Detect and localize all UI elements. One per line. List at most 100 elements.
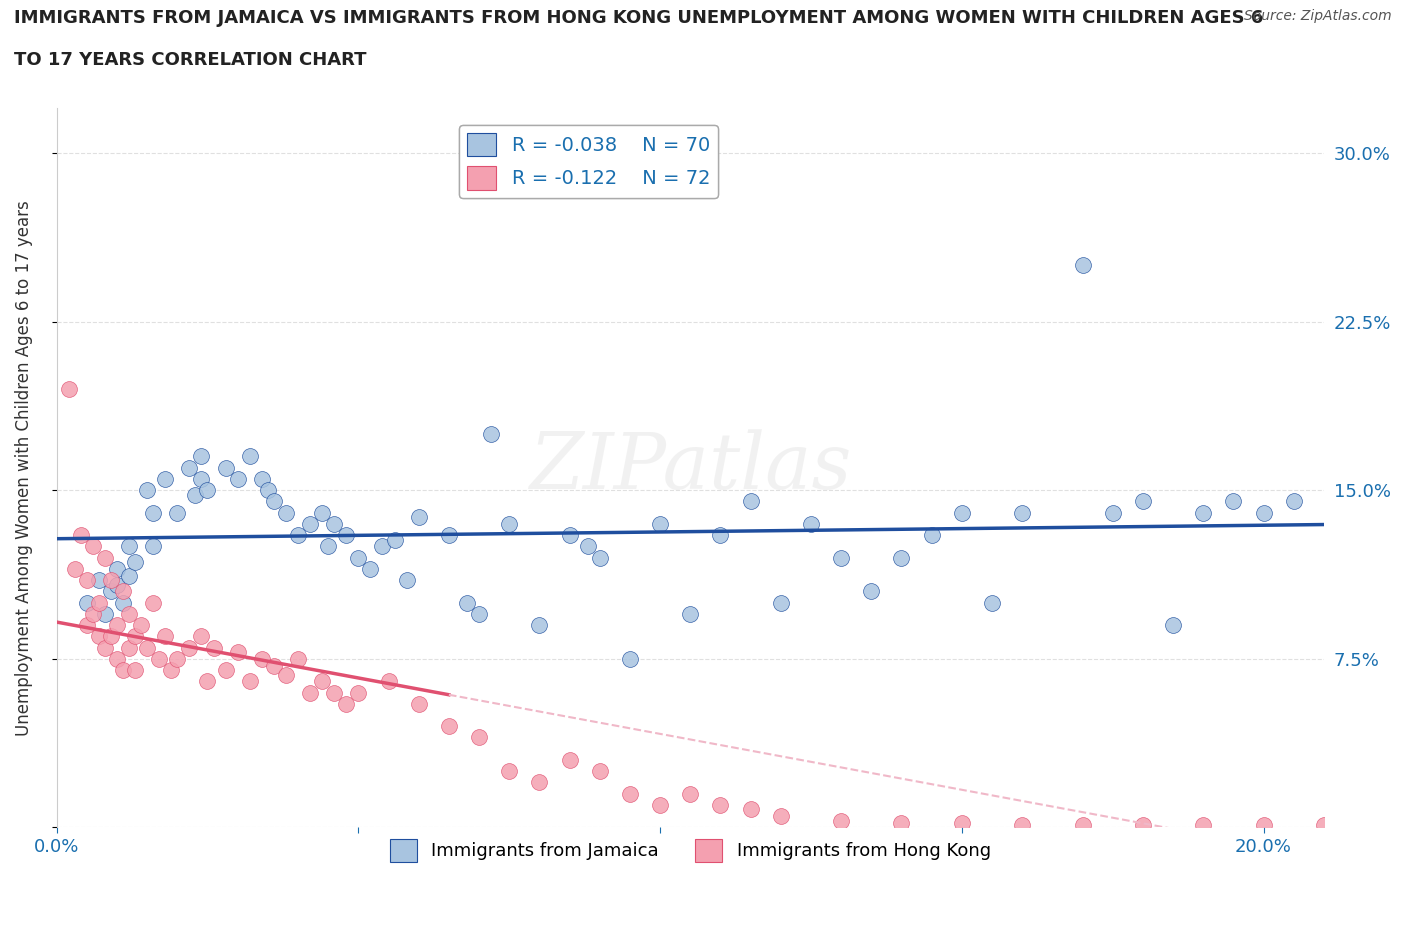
Point xyxy=(105,651,128,666)
Point xyxy=(558,752,581,767)
Point xyxy=(408,697,430,711)
Point xyxy=(155,629,177,644)
Point xyxy=(1161,618,1184,632)
Point xyxy=(311,505,333,520)
Point xyxy=(479,427,502,442)
Point xyxy=(184,487,207,502)
Point xyxy=(263,494,285,509)
Point xyxy=(82,606,104,621)
Point xyxy=(468,606,491,621)
Point xyxy=(214,662,236,677)
Point xyxy=(371,539,394,554)
Point xyxy=(1132,494,1154,509)
Point xyxy=(740,494,762,509)
Point xyxy=(619,786,641,801)
Point xyxy=(437,527,460,542)
Point xyxy=(124,662,146,677)
Point xyxy=(250,651,273,666)
Point xyxy=(950,505,973,520)
Point xyxy=(129,618,152,632)
Point xyxy=(256,483,278,498)
Point xyxy=(214,460,236,475)
Point xyxy=(619,651,641,666)
Point xyxy=(299,516,322,531)
Point xyxy=(335,527,357,542)
Point xyxy=(800,516,823,531)
Point xyxy=(830,551,852,565)
Point xyxy=(1132,817,1154,832)
Point xyxy=(190,472,212,486)
Point xyxy=(323,516,346,531)
Legend: Immigrants from Jamaica, Immigrants from Hong Kong: Immigrants from Jamaica, Immigrants from… xyxy=(382,832,998,869)
Point xyxy=(1071,817,1094,832)
Point xyxy=(58,381,80,396)
Point xyxy=(335,697,357,711)
Point xyxy=(111,662,134,677)
Point xyxy=(740,802,762,817)
Point xyxy=(1192,817,1215,832)
Point xyxy=(76,573,98,588)
Point xyxy=(709,798,731,813)
Point xyxy=(287,651,309,666)
Point xyxy=(111,584,134,599)
Point xyxy=(250,472,273,486)
Point xyxy=(1011,817,1033,832)
Point xyxy=(709,527,731,542)
Point xyxy=(226,472,249,486)
Point xyxy=(63,562,86,577)
Point xyxy=(118,640,141,655)
Point xyxy=(105,562,128,577)
Point xyxy=(558,527,581,542)
Point xyxy=(142,539,165,554)
Point xyxy=(274,505,297,520)
Point xyxy=(166,505,188,520)
Point xyxy=(1011,505,1033,520)
Point xyxy=(94,640,117,655)
Point xyxy=(118,606,141,621)
Point xyxy=(1071,258,1094,272)
Point xyxy=(769,595,792,610)
Point xyxy=(202,640,225,655)
Point xyxy=(76,595,98,610)
Point xyxy=(136,640,159,655)
Point xyxy=(1192,505,1215,520)
Point xyxy=(498,764,520,778)
Point xyxy=(437,719,460,734)
Point xyxy=(142,505,165,520)
Point xyxy=(87,595,110,610)
Point xyxy=(287,527,309,542)
Point xyxy=(142,595,165,610)
Point xyxy=(148,651,170,666)
Point xyxy=(1222,494,1244,509)
Point xyxy=(408,510,430,525)
Text: TO 17 YEARS CORRELATION CHART: TO 17 YEARS CORRELATION CHART xyxy=(14,51,367,69)
Point xyxy=(197,674,219,689)
Point xyxy=(1313,817,1336,832)
Point xyxy=(679,606,702,621)
Point xyxy=(347,685,370,700)
Point xyxy=(1253,817,1275,832)
Point xyxy=(576,539,599,554)
Point xyxy=(82,539,104,554)
Point xyxy=(94,551,117,565)
Point xyxy=(100,573,122,588)
Point xyxy=(830,813,852,828)
Point xyxy=(377,674,399,689)
Point xyxy=(155,472,177,486)
Point xyxy=(1374,817,1396,832)
Point xyxy=(69,527,91,542)
Point xyxy=(890,551,912,565)
Point xyxy=(166,651,188,666)
Point xyxy=(105,578,128,592)
Point xyxy=(456,595,478,610)
Point xyxy=(263,658,285,673)
Point xyxy=(76,618,98,632)
Y-axis label: Unemployment Among Women with Children Ages 6 to 17 years: Unemployment Among Women with Children A… xyxy=(15,200,32,736)
Point xyxy=(890,816,912,830)
Text: ZIPatlas: ZIPatlas xyxy=(529,430,852,506)
Point xyxy=(160,662,183,677)
Point xyxy=(274,667,297,682)
Point xyxy=(87,629,110,644)
Point xyxy=(468,730,491,745)
Point xyxy=(679,786,702,801)
